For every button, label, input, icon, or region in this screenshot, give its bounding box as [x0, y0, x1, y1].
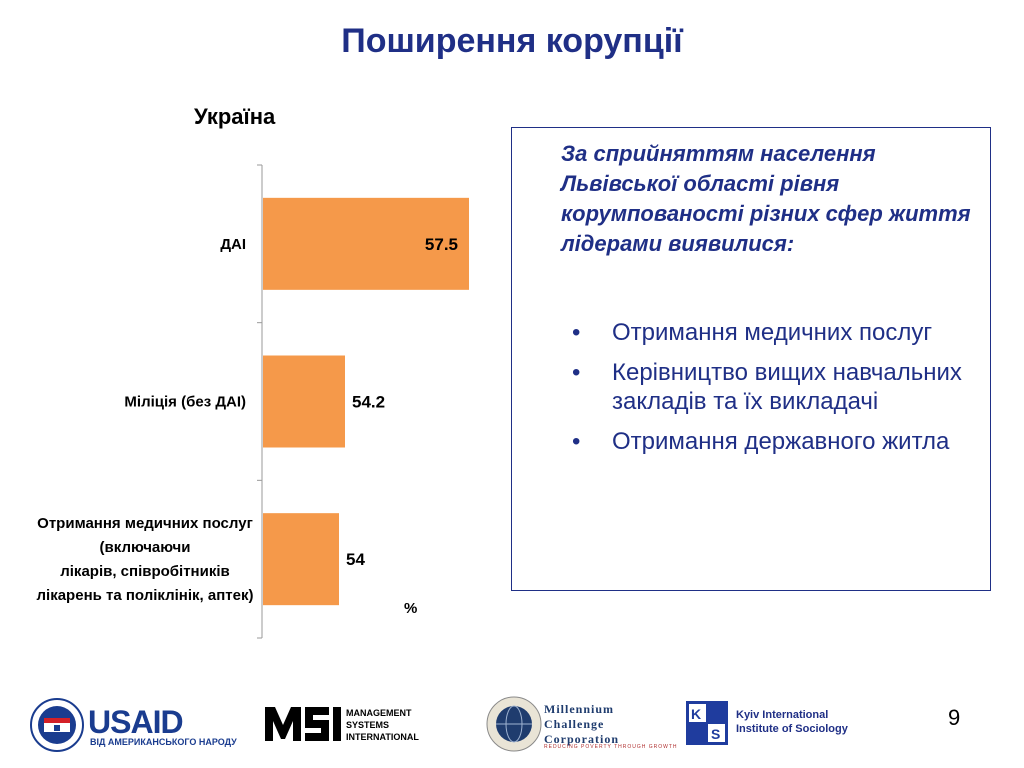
msi-logo-text: MANAGEMENT SYSTEMS INTERNATIONAL	[346, 707, 419, 743]
msi-line: INTERNATIONAL	[346, 732, 419, 742]
bullet-icon: •	[572, 359, 581, 386]
msi-line: MANAGEMENT	[346, 708, 412, 718]
data-label: 54.2	[352, 393, 385, 412]
usaid-logo-text: USAID	[88, 704, 184, 741]
chart-bar	[263, 197, 469, 290]
kiis-logo-text: Kyiv International Institute of Sociolog…	[736, 708, 848, 736]
kiis-line: Kyiv International	[736, 709, 829, 721]
chart-labels: 57.5 ДАІ 54.2 Міліція (без ДАІ) 54 Отримання …	[37, 235, 458, 604]
page-title: Поширення корупції	[341, 22, 683, 60]
list-item: • Отримання державного житла	[572, 427, 972, 456]
msi-line: SYSTEMS	[346, 720, 390, 730]
chart-bar	[263, 355, 345, 448]
mcc-logo-text: Millennium Challenge Corporation	[544, 702, 619, 747]
list-item-text: Отримання медичних послуг	[612, 319, 933, 346]
mcc-globe-icon	[486, 696, 542, 752]
mcc-line: Challenge	[544, 717, 605, 731]
chart-title: Україна	[194, 104, 276, 129]
category-label: Міліція (без ДАІ)	[124, 394, 246, 411]
usaid-seal-icon	[30, 698, 84, 752]
msi-logo-icon	[263, 705, 343, 743]
list-item: • Отримання медичних послуг	[572, 318, 972, 347]
info-box: За сприйняттям населення Львівської обла…	[511, 127, 991, 591]
usaid-wordmark: USAID	[88, 704, 184, 740]
info-list: • Отримання медичних послуг • Керівництво …	[572, 318, 972, 467]
data-label: 54	[346, 550, 365, 569]
category-label: ДАІ	[220, 236, 246, 253]
category-label: (включаючи	[100, 539, 191, 556]
bullet-icon: •	[572, 319, 581, 346]
svg-text:S: S	[711, 726, 720, 742]
usaid-tagline: ВІД АМЕРИКАНСЬКОГО НАРОДУ	[90, 737, 237, 747]
svg-text:K: K	[691, 706, 701, 722]
list-item-text: Отримання державного житла	[612, 428, 950, 455]
kiis-logo-icon: K S	[686, 701, 728, 745]
page-number: 9	[948, 705, 961, 730]
chart-axis	[257, 164, 263, 639]
mcc-line: Corporation	[544, 732, 619, 746]
category-label: Отримання медичних послуг	[37, 515, 253, 532]
list-item-text: Керівництво вищих навчальних закладів та…	[612, 359, 962, 415]
bar-chart: 57.5 ДАІ 54.2 Міліція (без ДАІ) 54 Отримання …	[37, 164, 469, 639]
logo-strip: USAID ВІД АМЕРИКАНСЬКОГО НАРОДУ MANAGEME…	[0, 690, 1024, 760]
mcc-tagline: REDUCING POVERTY THROUGH GROWTH	[544, 744, 678, 750]
chart-bar	[263, 513, 339, 606]
bullet-icon: •	[572, 428, 581, 455]
category-label: лікарів, співробітників	[60, 563, 230, 580]
kiis-line: Institute of Sociology	[736, 723, 848, 735]
chart-bars	[263, 197, 469, 606]
info-heading: За сприйняттям населення Львівської обла…	[561, 141, 971, 256]
list-item: • Керівництво вищих навчальних закладів т…	[572, 358, 972, 416]
mcc-line: Millennium	[544, 702, 615, 716]
category-label: лікарень та поліклінік, аптек)	[37, 587, 254, 604]
data-label: 57.5	[425, 235, 458, 254]
unit-label: %	[404, 600, 418, 617]
